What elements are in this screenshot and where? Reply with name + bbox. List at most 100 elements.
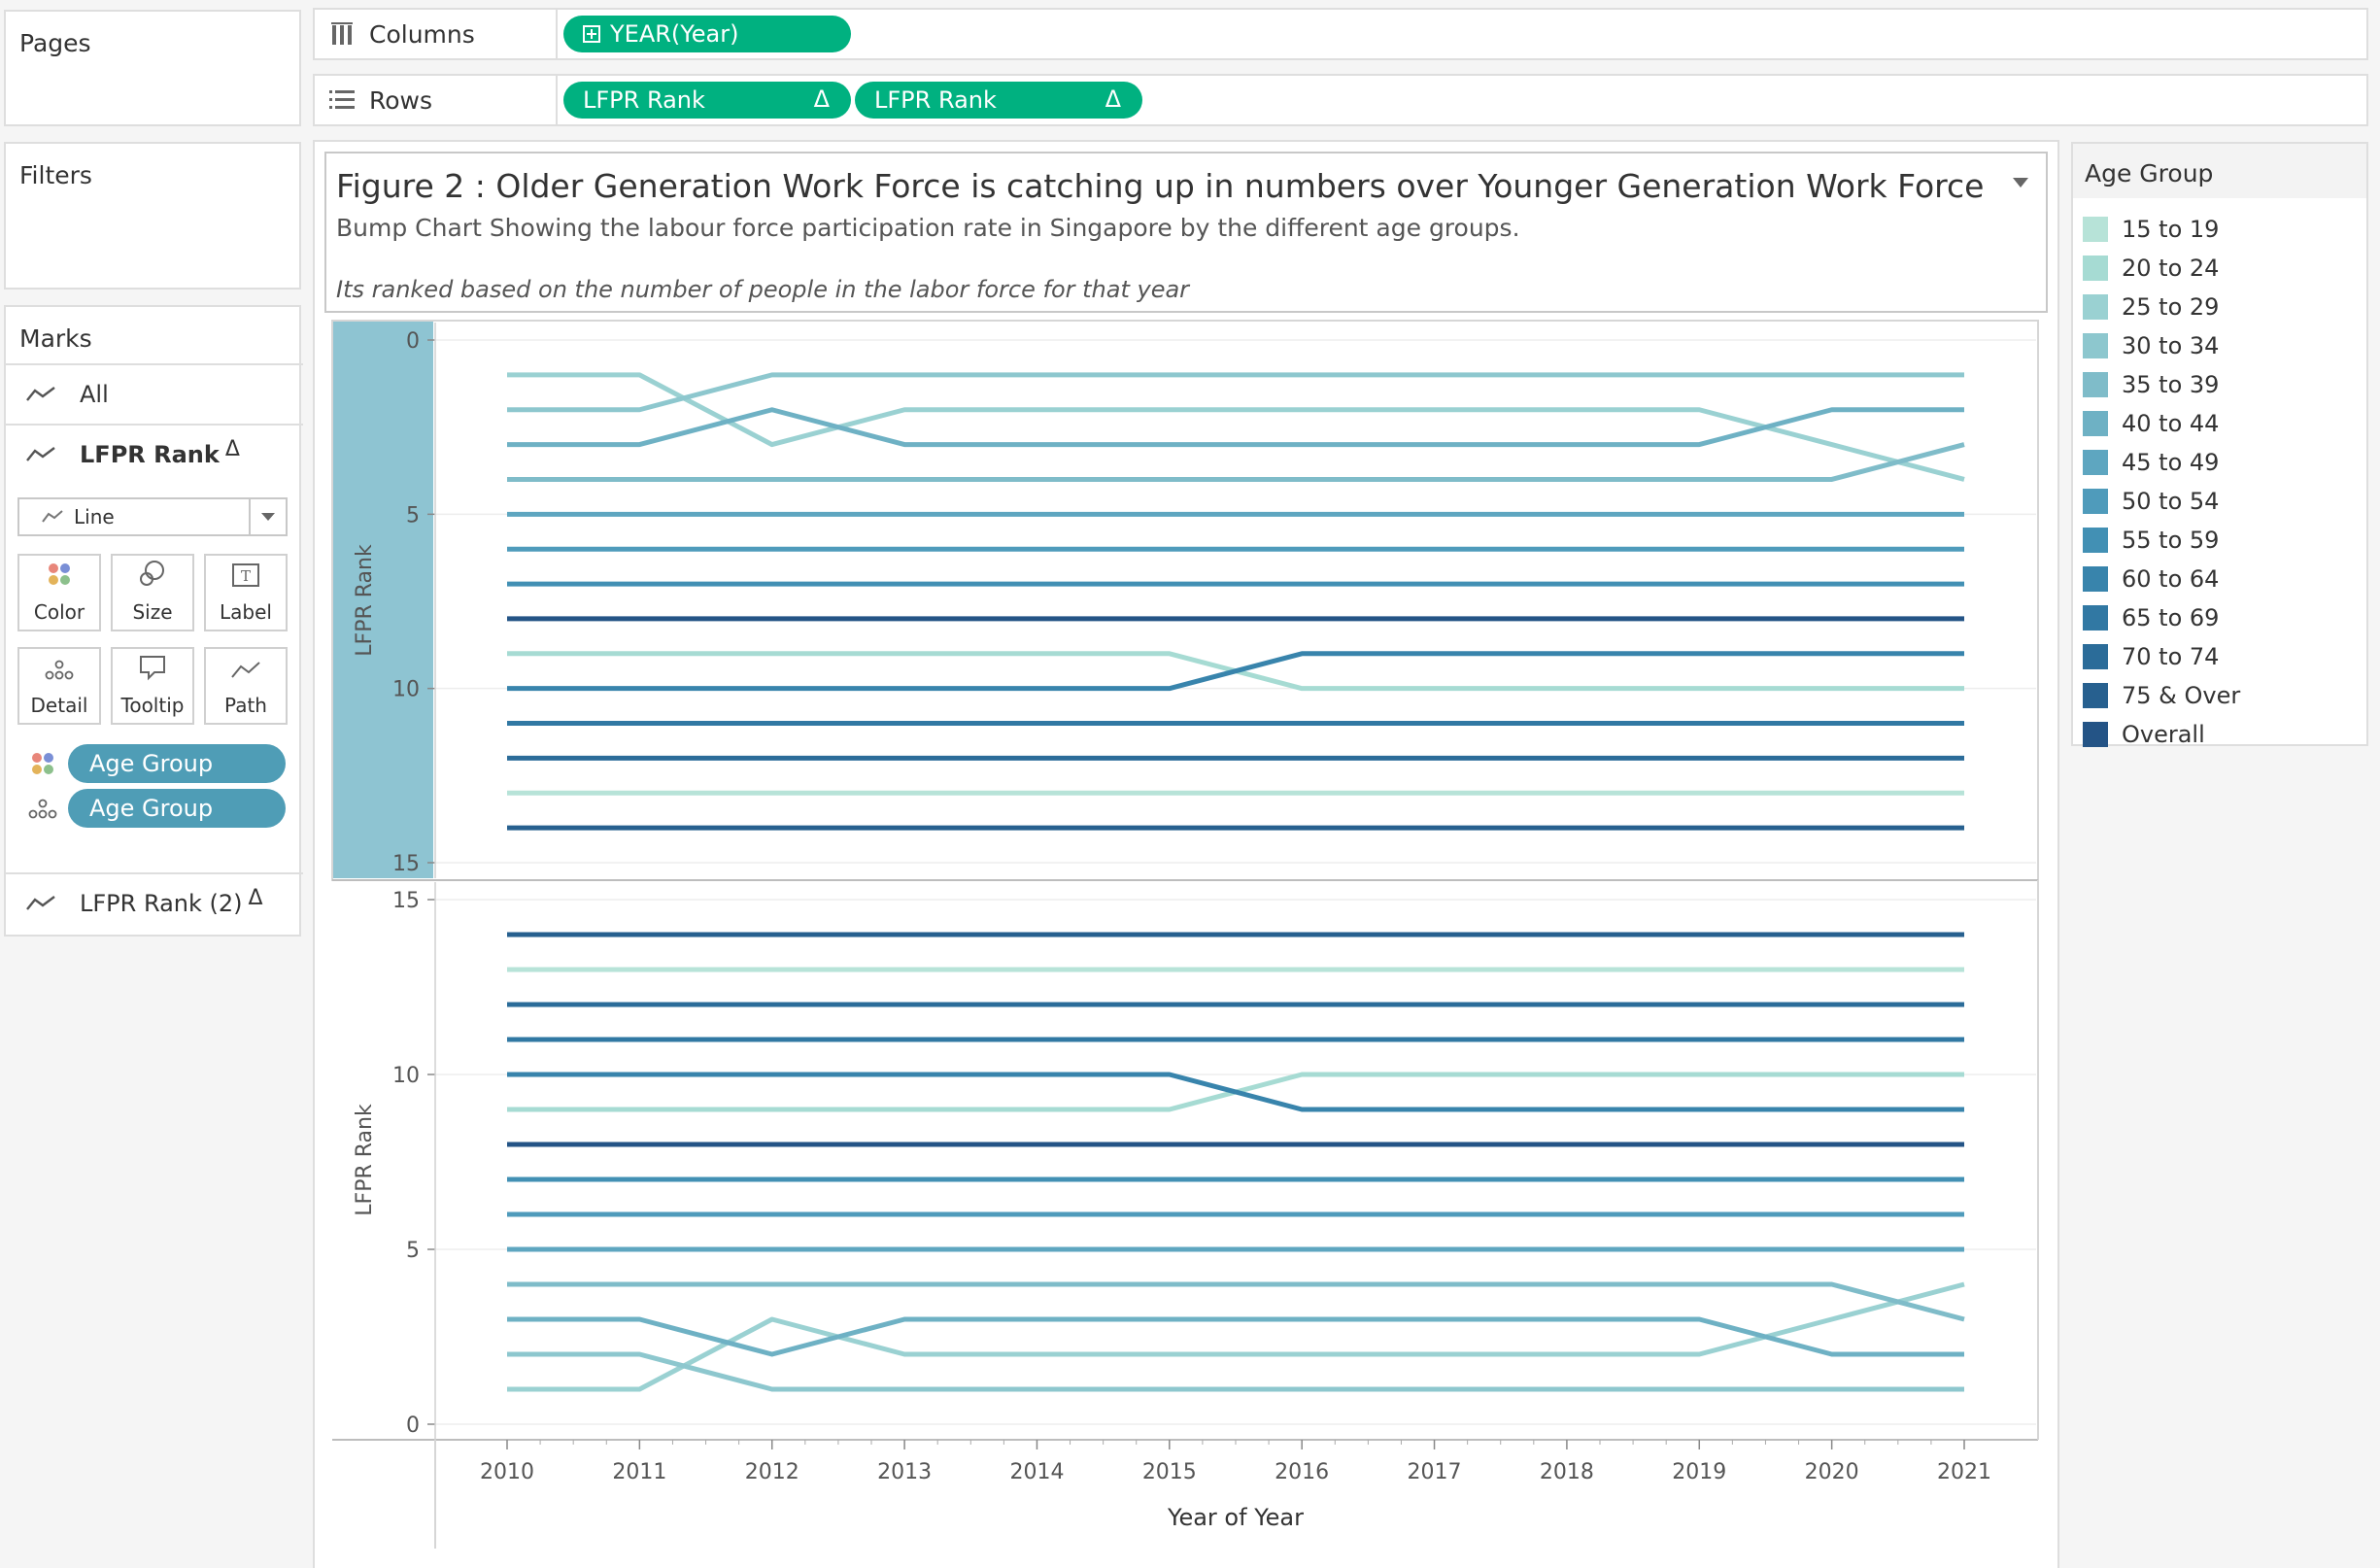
detail-icon: [44, 660, 75, 686]
chart-title: Figure 2 : Older Generation Work Force i…: [336, 167, 1985, 205]
legend-swatch: [2083, 294, 2108, 320]
delta-icon: Δ: [224, 436, 240, 461]
legend-label: 25 to 29: [2122, 293, 2220, 321]
filters-panel[interactable]: Filters: [4, 142, 301, 290]
legend-item[interactable]: 60 to 64: [2083, 562, 2219, 597]
title-menu-arrow-icon[interactable]: [2013, 173, 2028, 191]
marks-all-row[interactable]: All: [6, 363, 303, 424]
filters-title: Filters: [19, 161, 92, 189]
lfpr-rank-pill-1-label: LFPR Rank: [583, 86, 705, 114]
path-card-button[interactable]: Path: [204, 647, 288, 725]
size-card-button[interactable]: Size: [111, 554, 194, 631]
detail-field-pill[interactable]: Age Group: [68, 789, 286, 828]
legend-swatch: [2083, 217, 2108, 242]
legend-label: 65 to 69: [2122, 604, 2220, 631]
view-area: Figure 2 : Older Generation Work Force i…: [313, 140, 2059, 1568]
columns-shelf-label-cell: Columns: [315, 10, 558, 58]
legend-item[interactable]: 15 to 19: [2083, 212, 2219, 247]
legend-item[interactable]: 40 to 44: [2083, 406, 2219, 441]
legend-item[interactable]: 45 to 49: [2083, 445, 2219, 480]
legend-label: 75 & Over: [2122, 682, 2241, 709]
detail-card-button[interactable]: Detail: [17, 647, 101, 725]
legend-item[interactable]: 50 to 54: [2083, 484, 2219, 519]
lfpr-rank-pill-1[interactable]: LFPR Rank Δ: [563, 82, 851, 119]
legend-label: 20 to 24: [2122, 255, 2220, 282]
pages-title: Pages: [19, 29, 91, 57]
legend-item[interactable]: Overall: [2083, 717, 2205, 752]
legend-item[interactable]: 30 to 34: [2083, 328, 2219, 363]
color-card-button[interactable]: Color: [17, 554, 101, 631]
label-card-label: Label: [220, 600, 272, 624]
legend-label: 15 to 19: [2122, 216, 2220, 243]
rows-shelf-label-cell: Rows: [315, 76, 558, 124]
legend-swatch: [2083, 411, 2108, 436]
legend-label: 40 to 44: [2122, 410, 2220, 437]
size-icon: [138, 559, 167, 593]
tooltip-card-label: Tooltip: [120, 694, 185, 717]
legend-swatch: [2083, 333, 2108, 358]
legend-swatch: [2083, 450, 2108, 475]
marks-all-label: All: [80, 381, 109, 408]
title-box[interactable]: Figure 2 : Older Generation Work Force i…: [324, 152, 2048, 313]
color-icon: [46, 561, 73, 593]
year-pill[interactable]: YEAR(Year): [563, 16, 851, 52]
legend-item[interactable]: 70 to 74: [2083, 639, 2219, 674]
lfpr-rank-pill-2[interactable]: LFPR Rank Δ: [855, 82, 1142, 119]
line-mark-icon: [41, 509, 64, 525]
legend-swatch: [2083, 566, 2108, 592]
mark-type-dropdown[interactable]: Line: [17, 497, 288, 536]
year-pill-label: YEAR(Year): [610, 20, 739, 48]
marks-title: Marks: [19, 324, 92, 353]
legend-swatch: [2083, 683, 2108, 708]
legend-item[interactable]: 65 to 69: [2083, 600, 2219, 635]
legend-swatch: [2083, 528, 2108, 553]
legend-label: 50 to 54: [2122, 488, 2220, 515]
rows-shelf[interactable]: Rows LFPR Rank Δ LFPR Rank Δ: [313, 74, 2368, 126]
legend-swatch: [2083, 256, 2108, 281]
dropdown-arrow-icon: [249, 499, 286, 534]
color-card-label: Color: [33, 600, 85, 624]
size-card-label: Size: [132, 600, 173, 624]
legend-swatch: [2083, 489, 2108, 514]
columns-shelf[interactable]: Columns YEAR(Year): [313, 8, 2368, 60]
legend-item[interactable]: 75 & Over: [2083, 678, 2240, 713]
legend-item[interactable]: 25 to 29: [2083, 290, 2219, 324]
marks-lfpr-rank-row[interactable]: LFPR Rank Δ: [6, 424, 303, 484]
delta-icon: Δ: [1105, 85, 1121, 113]
legend-panel: Age Group 15 to 19 20 to 24 25 to 29 30 to …: [2071, 142, 2368, 748]
chart-note: Its ranked based on the number of people…: [336, 276, 1190, 303]
line-mark-icon: [25, 445, 60, 464]
columns-icon: [328, 20, 356, 48]
rows-icon: [328, 86, 356, 114]
legend-item[interactable]: 55 to 59: [2083, 523, 2219, 558]
path-card-label: Path: [224, 694, 267, 717]
chart-subtitle: Bump Chart Showing the labour force part…: [336, 214, 1520, 242]
legend-item[interactable]: 20 to 24: [2083, 251, 2219, 286]
legend-label: 70 to 74: [2122, 643, 2220, 670]
legend-label: 30 to 34: [2122, 332, 2220, 359]
path-icon: [230, 660, 261, 686]
marks-lfpr-rank2-row[interactable]: LFPR Rank (2) Δ: [6, 872, 303, 933]
legend-swatch: [2083, 722, 2108, 747]
marks-lfpr-rank2-label: LFPR Rank (2): [80, 890, 243, 917]
tooltip-icon: [138, 654, 167, 686]
pages-panel[interactable]: Pages: [4, 10, 301, 126]
rows-label: Rows: [369, 85, 433, 115]
mark-type-value: Line: [74, 505, 115, 528]
legend-header: [2073, 144, 2366, 198]
marks-panel: Marks All LFPR Rank Δ Line Color Size: [4, 305, 303, 937]
lfpr-rank-pill-2-label: LFPR Rank: [874, 86, 997, 114]
delta-icon: Δ: [248, 885, 263, 910]
color-icon: [29, 750, 56, 781]
legend-title: Age Group: [2085, 159, 2214, 187]
legend-item[interactable]: 35 to 39: [2083, 367, 2219, 402]
legend-swatch: [2083, 372, 2108, 397]
tooltip-card-button[interactable]: Tooltip: [111, 647, 194, 725]
legend-label: 60 to 64: [2122, 565, 2220, 593]
color-field-pill[interactable]: Age Group: [68, 744, 286, 783]
delta-icon: Δ: [813, 85, 830, 113]
label-card-button[interactable]: T Label: [204, 554, 288, 631]
svg-text:T: T: [241, 567, 251, 585]
legend-label: Overall: [2122, 721, 2205, 748]
legend-swatch: [2083, 605, 2108, 631]
